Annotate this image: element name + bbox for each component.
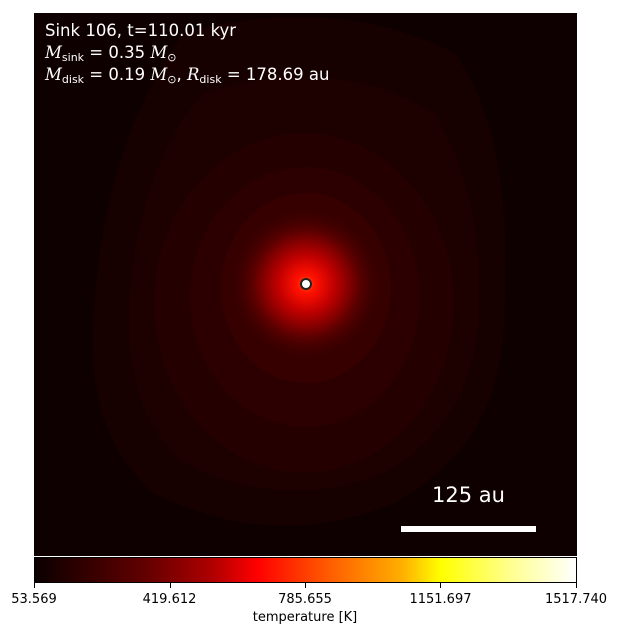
colorbar-tick-label: 1151.697 xyxy=(409,592,472,607)
sink-marker xyxy=(300,278,312,290)
colorbar-tick xyxy=(576,583,577,588)
temperature-field xyxy=(92,17,506,526)
colorbar-tick xyxy=(169,583,171,588)
colorbar xyxy=(34,557,577,583)
colorbar-label: temperature [K] xyxy=(252,610,358,625)
colorbar-tick-label: 785.655 xyxy=(278,592,332,607)
sink-title: Sink 106, t=110.01 kyr xyxy=(45,21,237,40)
scale-bar-label: 125 au xyxy=(432,483,505,507)
colorbar-tick-label: 419.612 xyxy=(142,592,197,607)
colorbar-tick xyxy=(440,583,442,588)
sink-mass: Msink = 0.35 M⊙ xyxy=(45,43,177,64)
colorbar-tick xyxy=(34,583,35,588)
temperature-map: Sink 106, t=110.01 kyr Msink = 0.35 M⊙ M… xyxy=(34,13,577,556)
disk-properties: Mdisk = 0.19 M⊙, Rdisk = 178.69 au xyxy=(45,65,330,86)
colorbar-tick-label: 53.569 xyxy=(11,592,57,607)
scale-bar xyxy=(401,526,536,532)
colorbar-tick-label: 1517.740 xyxy=(544,592,608,607)
colorbar-tick xyxy=(305,583,306,588)
